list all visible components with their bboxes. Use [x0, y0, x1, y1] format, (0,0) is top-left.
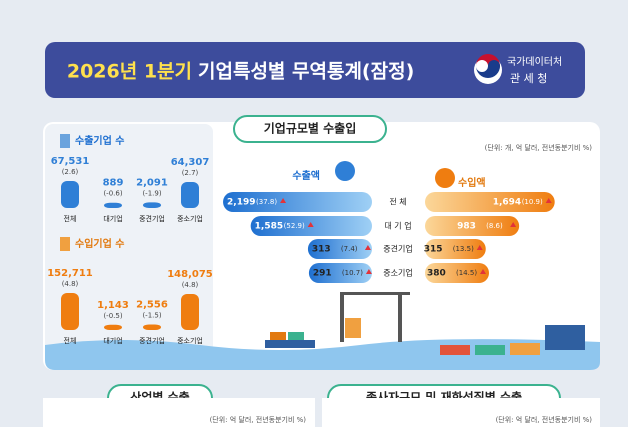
amount-change: (10.9): [522, 198, 543, 206]
category-label: 대기업: [103, 214, 122, 223]
count-value: 1,143: [97, 300, 129, 311]
category-label: 전체: [64, 214, 77, 223]
amount-bar: [425, 216, 520, 236]
count-change: (4.8): [62, 280, 79, 288]
category-label: 중소기업: [177, 336, 203, 345]
count-bar: [181, 182, 199, 208]
count-bar: [143, 324, 161, 330]
exporters-title: 수출기업 수: [75, 134, 124, 147]
count-change: (-1.9): [142, 189, 161, 197]
category-label: 중견기업: [139, 214, 165, 223]
left-panel: [45, 124, 213, 364]
count-value: 67,531: [51, 156, 90, 167]
imports-title: 수입액: [458, 176, 486, 189]
title: 기업특성별 무역통계(잠정): [198, 61, 414, 83]
exports-title: 수출액: [292, 169, 320, 182]
amount-value: 313: [312, 245, 331, 255]
logo-blue: [476, 60, 500, 78]
count-change: (2.7): [182, 169, 199, 177]
count-bar: [104, 202, 122, 208]
up-arrow: [545, 198, 552, 203]
amount-value: 380: [427, 269, 446, 279]
up-arrow: [510, 222, 517, 227]
up-arrow: [480, 269, 486, 274]
section-panel: [43, 398, 315, 427]
harbor: [45, 292, 600, 370]
logo-bottom: 관 세 청: [510, 72, 547, 85]
category-label: 중견기업: [139, 336, 165, 345]
amount-value: 983: [457, 222, 476, 232]
count-change: (2.6): [62, 168, 79, 176]
count-value: 2,091: [136, 177, 168, 188]
up-arrow: [476, 245, 483, 250]
section-unit: (단위: 억 달러, 전년동분기비 %): [496, 415, 593, 424]
amount-value: 1,694: [493, 198, 521, 208]
amount-value: 1,585: [255, 222, 283, 232]
size-label: 대 기 업: [384, 222, 411, 231]
count-value: 2,556: [136, 299, 168, 310]
amount-bar: [425, 263, 489, 283]
amount-value: 2,199: [227, 198, 255, 208]
section-unit: (단위: 억 달러, 전년동분기비 %): [210, 415, 307, 424]
section-panel: [322, 398, 600, 427]
count-change: (4.8): [182, 281, 199, 289]
amount-bar: [425, 239, 486, 259]
main-tab-label: 기업규모별 수출입: [264, 121, 357, 136]
building-icon: [60, 134, 70, 148]
count-change: (-0.5): [103, 312, 122, 320]
size-label: 전 체: [389, 197, 406, 207]
size-label: 중견기업: [383, 244, 412, 254]
up-arrow: [307, 222, 314, 227]
title-highlight: 2026년 1분기: [67, 61, 192, 83]
size-label: 중소기업: [383, 269, 412, 278]
amount-value: 291: [313, 269, 332, 279]
importers-title: 수입기업 수: [75, 237, 124, 250]
logo-top: 국가데이터처: [507, 56, 562, 68]
amount-change: (8.6): [486, 222, 503, 230]
amount-bar: [308, 263, 372, 283]
count-bar: [104, 324, 122, 330]
category-label: 전체: [64, 336, 77, 345]
building-icon: [60, 237, 70, 251]
count-bar: [181, 293, 199, 330]
amount-change: (37.8): [256, 198, 277, 206]
count-change: (-0.6): [103, 190, 122, 198]
divider: [318, 385, 322, 427]
up-arrow: [365, 269, 372, 274]
count-value: 148,075: [167, 269, 213, 280]
amount-bar: [425, 192, 555, 212]
unit: (단위: 개, 억 달러, 전년동분기비 %): [485, 143, 593, 152]
amount-change: (13.5): [453, 245, 474, 253]
count-bar: [143, 202, 161, 208]
title-banner: [45, 42, 585, 98]
amount-change: (10.7): [342, 269, 363, 277]
count-value: 889: [103, 178, 124, 189]
category-label: 대기업: [103, 336, 122, 345]
up-arrow: [364, 245, 371, 250]
count-value: 152,711: [47, 268, 93, 279]
money-bag: [335, 161, 355, 181]
count-bar: [61, 181, 79, 208]
main-tab: [233, 115, 387, 143]
money-bag: [435, 168, 455, 188]
amount-change: (14.5): [456, 269, 477, 277]
amount-value: 315: [424, 245, 443, 255]
amount-bar: [223, 192, 372, 212]
category-label: 중소기업: [177, 214, 203, 223]
count-value: 64,307: [171, 157, 210, 168]
count-change: (-1.5): [142, 311, 161, 319]
amount-change: (7.4): [341, 245, 358, 253]
up-arrow: [280, 198, 287, 203]
amount-change: (52.9): [284, 222, 305, 230]
count-bar: [61, 293, 79, 330]
amount-bar: [307, 239, 372, 259]
